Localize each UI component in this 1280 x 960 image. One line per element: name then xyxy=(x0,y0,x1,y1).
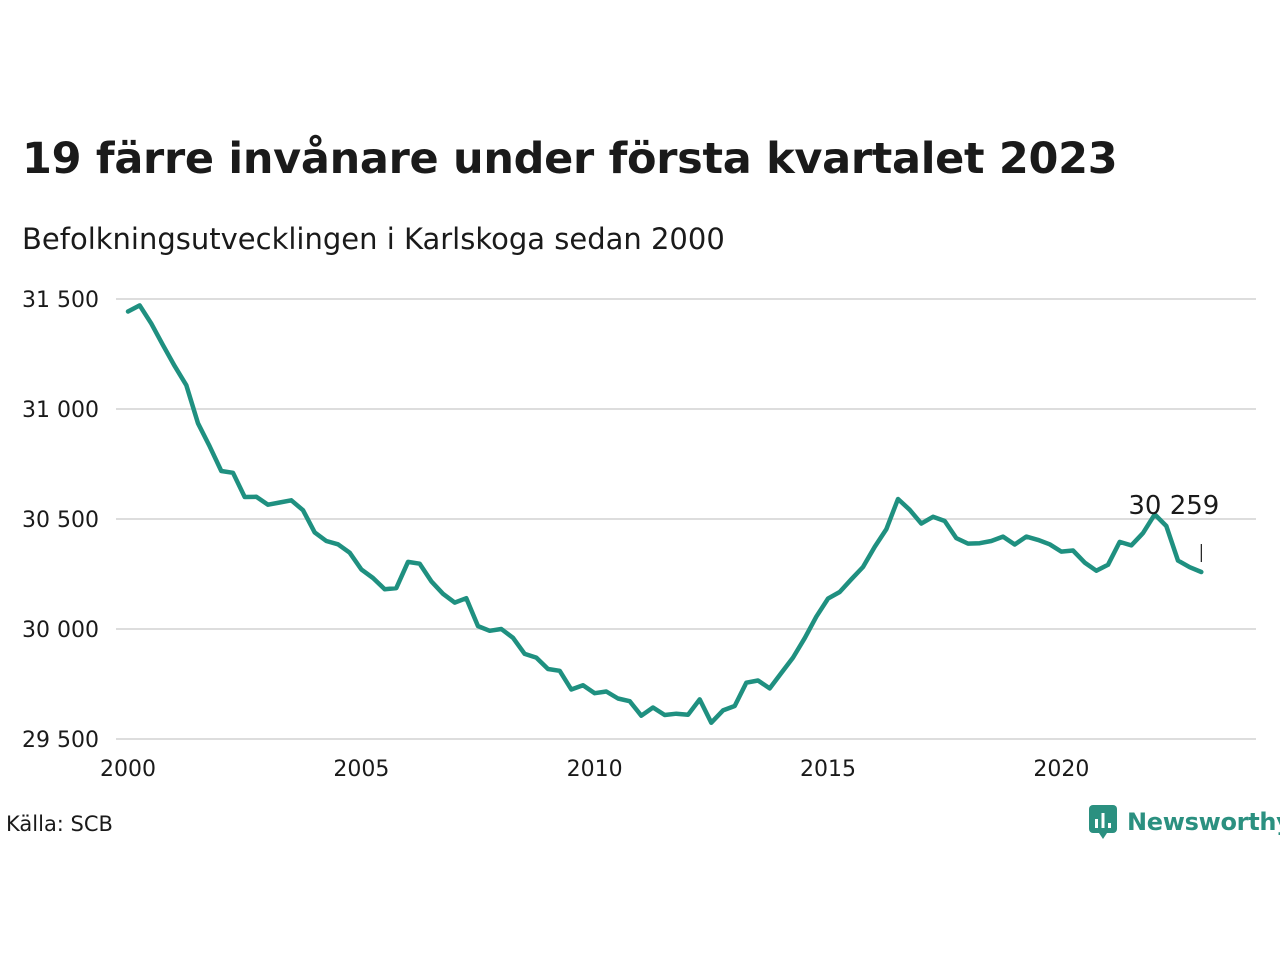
annotation-label: 30 259 xyxy=(1128,491,1219,521)
grid-lines xyxy=(116,298,1256,740)
annotation-layer: 30 259 xyxy=(1128,491,1219,563)
chart-subtitle: Befolkningsutvecklingen i Karlskoga seda… xyxy=(22,222,725,256)
source-note: Källa: SCB xyxy=(6,812,113,836)
newsworthy-badge-icon xyxy=(1089,805,1117,839)
x-tick-label-3: 2015 xyxy=(800,757,856,782)
chart-title: 19 färre invånare under första kvartalet… xyxy=(22,134,1118,184)
newsworthy-logo: Newsworthy xyxy=(1088,804,1280,840)
y-tick-label-1: 30 000 xyxy=(22,618,99,643)
y-tick-label-4: 31 500 xyxy=(22,288,99,313)
y-tick-label-2: 30 500 xyxy=(22,508,99,533)
series-line-0 xyxy=(125,303,1204,725)
y-axis-tick-labels: 29 500 30 000 30 500 31 000 31 500 xyxy=(22,288,99,753)
y-tick-label-3: 31 000 xyxy=(22,398,99,423)
x-tick-label-0: 2000 xyxy=(100,757,156,782)
brand-name: Newsworthy xyxy=(1127,808,1280,836)
x-tick-label-4: 2020 xyxy=(1033,757,1089,782)
x-tick-label-1: 2005 xyxy=(333,757,389,782)
x-axis-tick-labels: 2000 2005 2010 2015 2020 xyxy=(100,757,1089,782)
series-layer xyxy=(125,303,1204,725)
x-tick-label-2: 2010 xyxy=(567,757,623,782)
y-tick-label-0: 29 500 xyxy=(22,728,99,753)
